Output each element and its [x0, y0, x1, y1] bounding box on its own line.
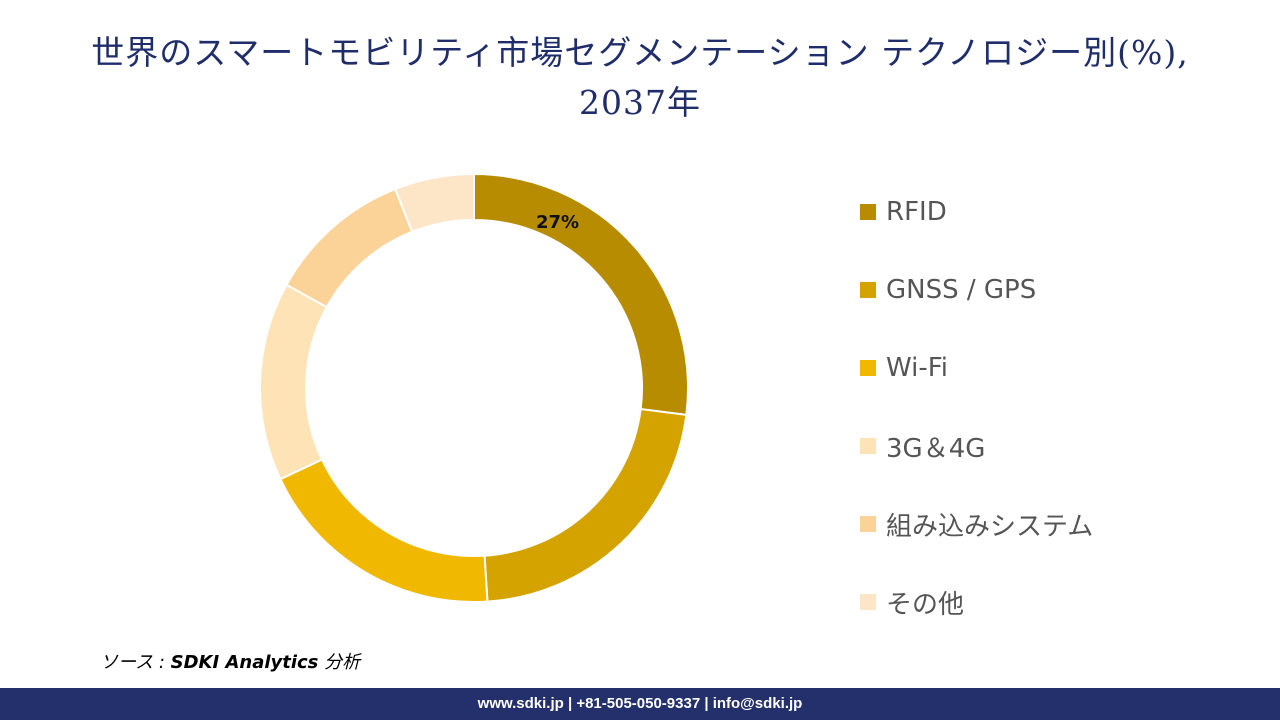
chart-title-line2: 2037年 — [579, 83, 701, 122]
legend-item-3: Wi-Fi — [860, 329, 1260, 407]
legend-item-5: 組み込みシステム — [860, 485, 1260, 563]
legend-item-2: GNSS / GPS — [860, 251, 1260, 329]
legend-label: GNSS / GPS — [886, 275, 1037, 305]
legend-swatch — [860, 360, 876, 376]
legend-swatch — [860, 516, 876, 532]
legend: RFID GNSS / GPS Wi-Fi 3G＆4G 組み込みシステム その他 — [860, 173, 1260, 641]
donut-slice-3 — [279, 458, 489, 603]
donut-slice-2 — [483, 407, 688, 603]
legend-label: 組み込みシステム — [886, 511, 1094, 542]
donut-slice-4 — [259, 283, 329, 481]
footer-contact-text: www.sdki.jp | +81-505-050-9337 | info@sd… — [477, 695, 803, 712]
chart-title-line1: 世界のスマートモビリティ市場セグメンテーション テクノロジー別(%), — [91, 33, 1189, 72]
legend-swatch — [860, 438, 876, 454]
source-note: ソース : SDKI Analytics 分析 — [100, 648, 360, 674]
donut-slice-6 — [393, 172, 475, 234]
legend-item-1: RFID — [860, 173, 1260, 251]
legend-swatch — [860, 204, 876, 220]
legend-label: Wi-Fi — [886, 353, 949, 383]
source-suffix: 分析 — [324, 652, 361, 673]
data-label-1: 27% — [536, 212, 579, 233]
legend-label: RFID — [886, 197, 947, 227]
chart-title: 世界のスマートモビリティ市場セグメンテーション テクノロジー別(%), 2037… — [0, 28, 1280, 128]
legend-swatch — [860, 594, 876, 610]
legend-swatch — [860, 282, 876, 298]
legend-item-4: 3G＆4G — [860, 407, 1260, 485]
source-prefix: ソース : — [100, 652, 165, 673]
donut-slice-1 — [473, 172, 689, 416]
source-name: SDKI Analytics — [170, 652, 319, 673]
legend-label: 3G＆4G — [886, 433, 986, 464]
legend-item-6: その他 — [860, 563, 1260, 641]
footer-contact-bar: www.sdki.jp | +81-505-050-9337 | info@sd… — [0, 688, 1280, 720]
legend-label: その他 — [886, 589, 965, 620]
donut-slice-5 — [285, 187, 414, 309]
